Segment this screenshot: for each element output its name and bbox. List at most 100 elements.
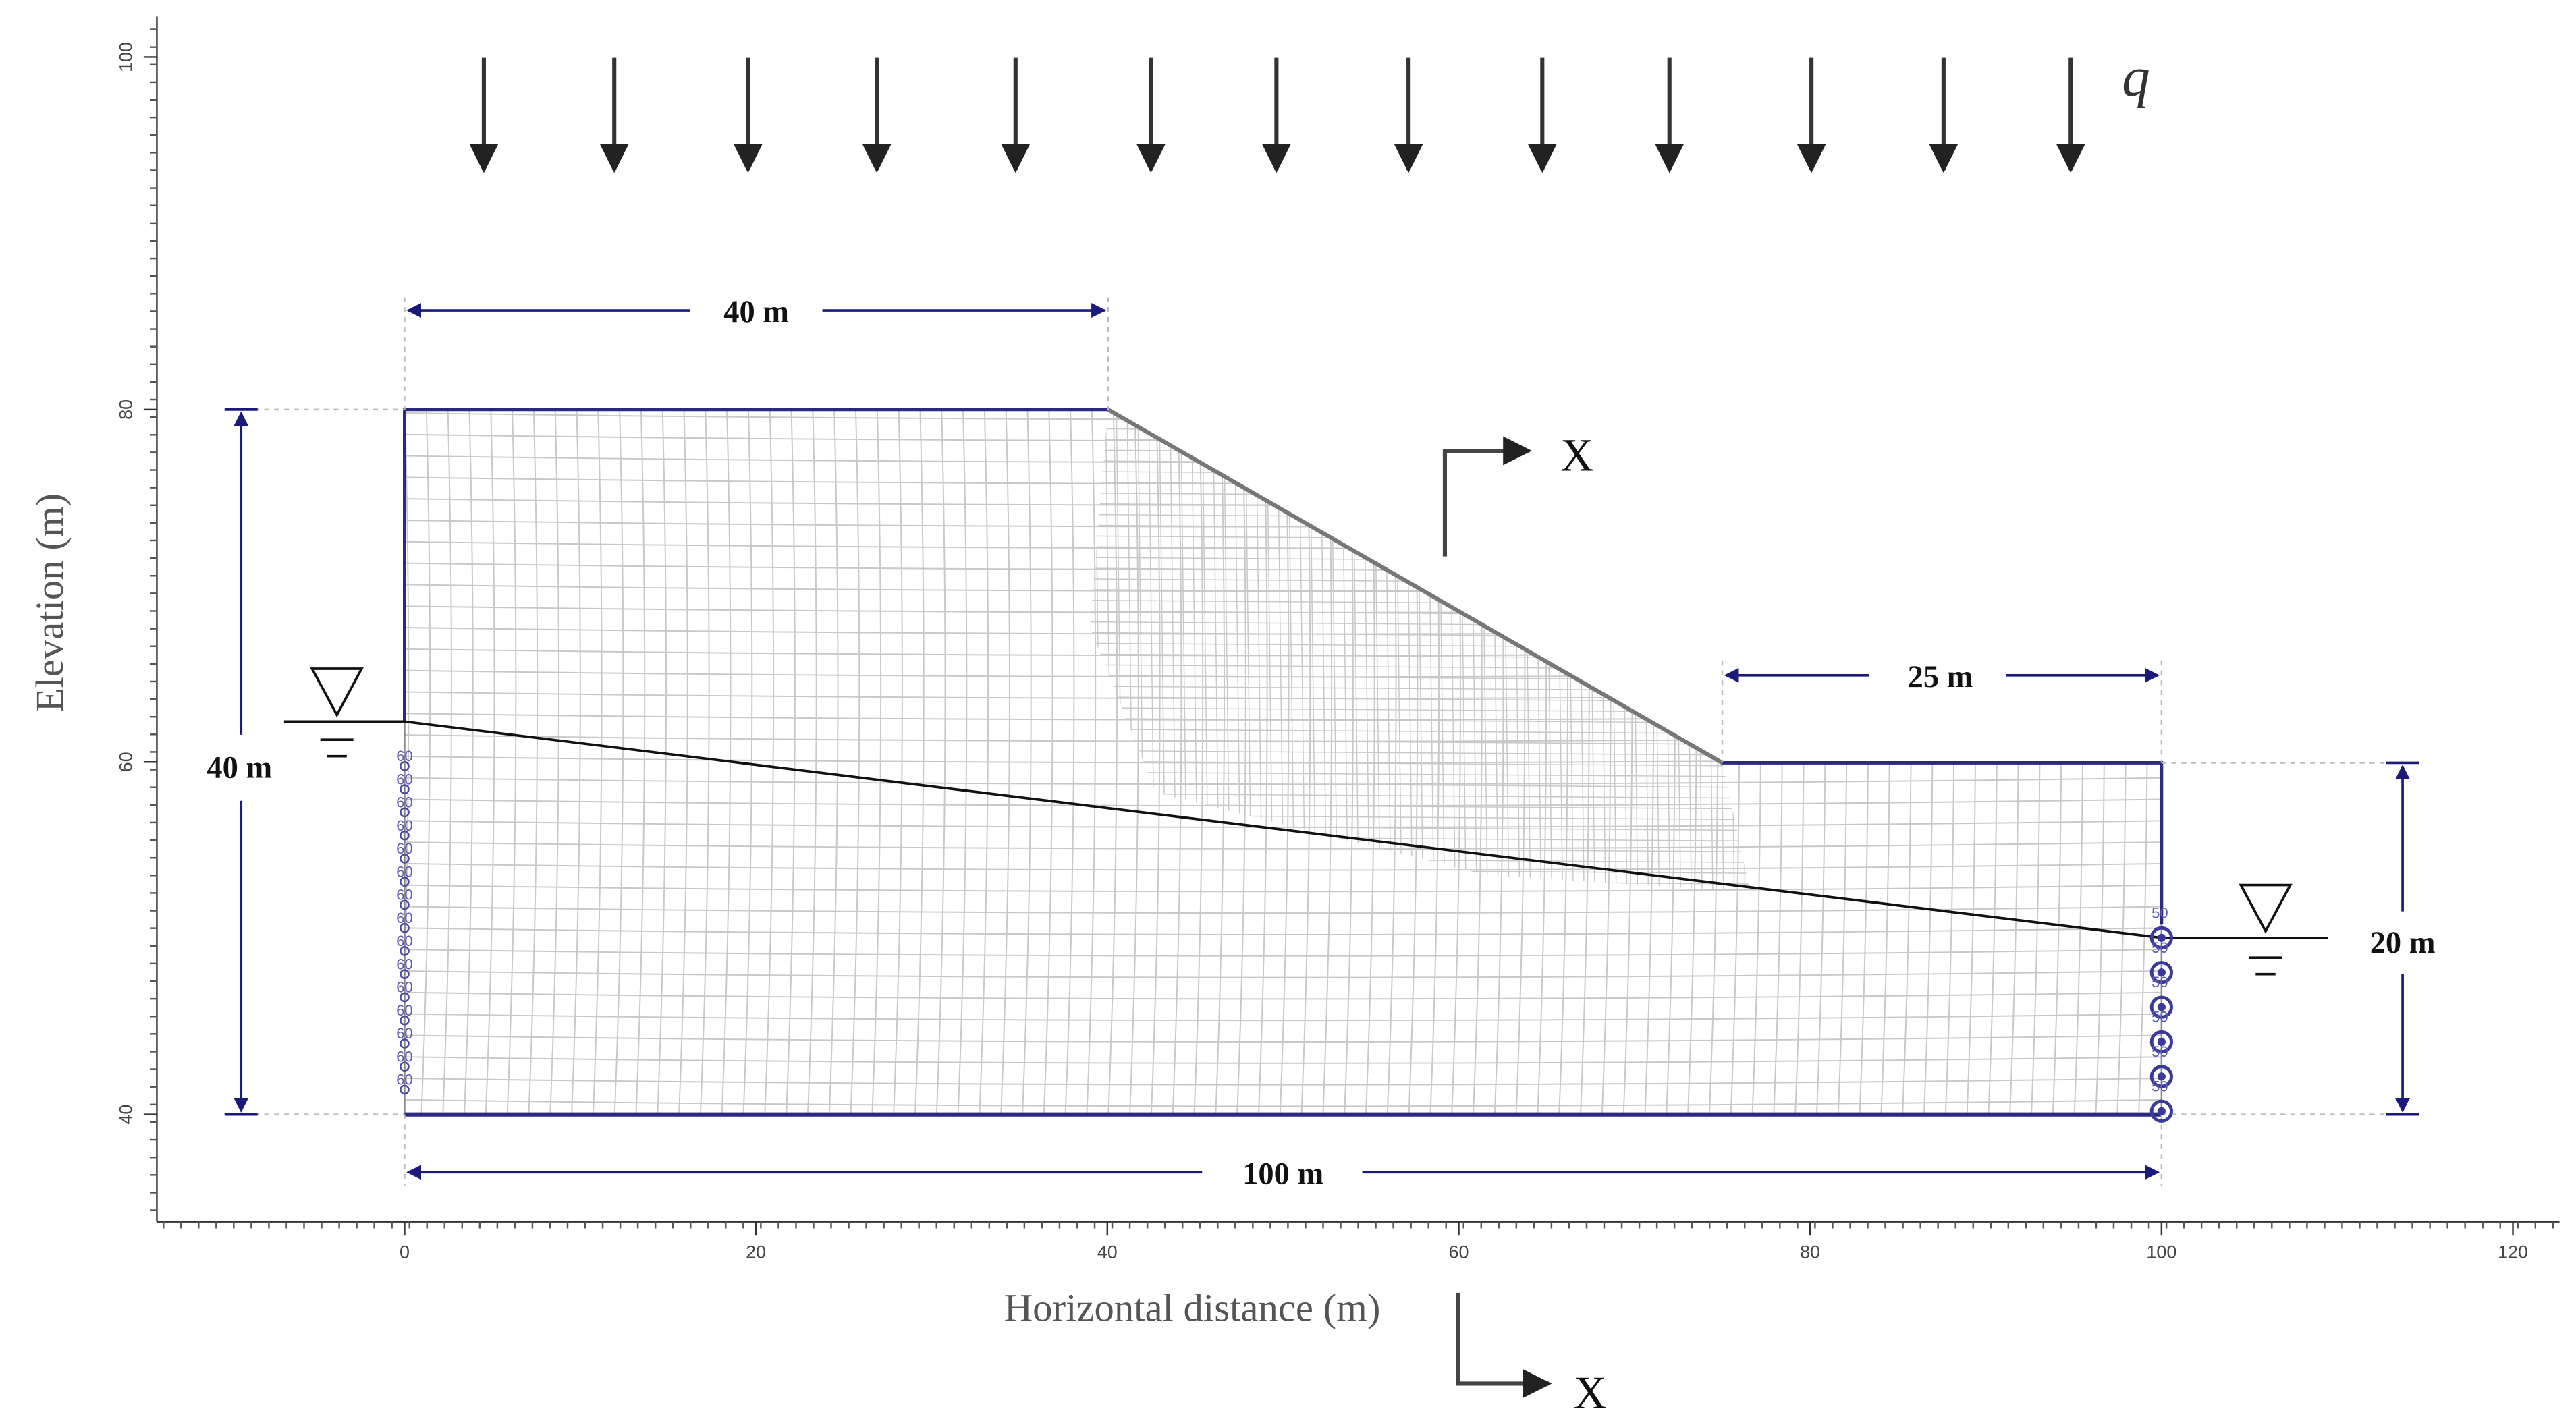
boundary-node	[400, 969, 410, 979]
mesh-line	[1089, 567, 1751, 574]
mesh-line	[1493, 409, 1504, 1115]
mesh-line	[1089, 728, 1751, 735]
mesh-line	[1169, 409, 1178, 892]
dimension-label: 100 m	[1242, 1157, 1323, 1191]
mesh-line	[1470, 409, 1478, 892]
mesh-line	[1089, 492, 1751, 499]
mesh-line	[828, 409, 839, 1115]
mesh-line	[1987, 409, 1998, 1115]
mesh-line	[2030, 409, 2041, 1115]
mesh-line	[1089, 557, 1751, 563]
mesh-line	[1255, 409, 1263, 892]
mesh-line	[1601, 409, 1612, 1115]
phreatic-line	[283, 720, 2328, 939]
boundary-label: 50	[2152, 1009, 2168, 1026]
boundary-label: 60	[396, 1002, 413, 1019]
y-tick-label: 60	[116, 752, 136, 772]
mesh-line	[404, 991, 2162, 1000]
dimension-label: 20 m	[2370, 926, 2436, 960]
mesh-line	[404, 841, 2162, 850]
slope-face	[1107, 408, 1724, 765]
mesh	[404, 409, 2162, 1115]
boundary-node	[400, 877, 410, 887]
boundary-node	[400, 854, 410, 864]
mesh-line	[1641, 409, 1649, 892]
section-mark: X	[1560, 429, 1593, 480]
boundary-label: 60	[396, 979, 413, 996]
boundary-node	[400, 899, 410, 910]
boundary-node	[2157, 968, 2166, 977]
mesh-line	[485, 409, 495, 1115]
axes: 0 20 40 60 80 100 120 40 60 80 100	[116, 28, 2554, 1263]
boundary-label: 60	[396, 863, 413, 880]
mesh-line	[404, 798, 2162, 807]
mesh-line	[1749, 409, 1751, 892]
boundary-conditions: 60 60 60 60 60 60 60 60 60 60 60 60 60 60 60 50 50 50 50 50…	[396, 748, 2173, 1123]
mesh-line	[1427, 409, 1435, 892]
boundary-label: 60	[396, 817, 413, 834]
mesh-line	[404, 605, 2162, 613]
boundary-label: 60	[396, 748, 413, 765]
mesh-line	[2095, 409, 2106, 1115]
mesh-line	[1665, 409, 1676, 1115]
boundary-node	[400, 807, 410, 818]
mesh-line	[1212, 409, 1220, 892]
mesh-line	[1089, 546, 1751, 553]
mesh-line	[1663, 409, 1671, 892]
mesh-line	[404, 820, 2162, 828]
mesh-line	[1089, 449, 1751, 455]
boundary-node	[400, 1084, 410, 1095]
mesh-line	[404, 476, 2162, 484]
mesh-line	[1089, 599, 1751, 606]
boundary-label: 60	[396, 887, 413, 904]
mesh-coarse	[404, 409, 2162, 1115]
mesh-line	[463, 409, 474, 1115]
mesh-line	[404, 948, 2162, 957]
boundary-node	[2157, 1037, 2166, 1047]
mesh-line	[1598, 409, 1607, 892]
x-tick-label: 80	[1800, 1242, 1820, 1263]
mesh-line	[1738, 409, 1746, 892]
section-arrow	[1442, 436, 1533, 557]
mesh-line	[1859, 409, 1869, 1115]
mesh-line	[404, 519, 2162, 528]
mesh-line	[914, 409, 925, 1115]
mesh-line	[1429, 409, 1440, 1115]
mesh-line	[1089, 417, 1751, 424]
mesh-line	[806, 409, 817, 1115]
mesh-line	[1609, 409, 1618, 892]
y-tick-label: 80	[116, 399, 136, 420]
mesh-line	[1236, 409, 1246, 1115]
boundary-node	[2149, 1099, 2173, 1123]
mesh-line	[892, 409, 903, 1115]
extension-lines	[224, 297, 2419, 1186]
mesh-line	[1772, 409, 1784, 1115]
mesh-line	[404, 906, 2162, 914]
mesh-line	[1386, 409, 1397, 1115]
mesh-line	[1128, 409, 1139, 1115]
boundary-node	[2157, 1107, 2166, 1115]
boundary-node	[2149, 995, 2173, 1019]
mesh-line	[570, 409, 581, 1115]
mesh-line	[1105, 409, 1113, 892]
boundary-node	[2157, 1003, 2166, 1011]
mesh-line	[1089, 760, 1751, 767]
boundary-label: 50	[2152, 1078, 2168, 1094]
mesh-line	[404, 1056, 2162, 1064]
mesh-line	[2052, 409, 2062, 1115]
mesh-line	[850, 409, 860, 1115]
surcharge-arrows	[469, 57, 2085, 173]
y-tick-label: 40	[116, 1105, 136, 1125]
boundary-label: 60	[396, 910, 413, 926]
mesh-line	[404, 884, 2162, 893]
mesh-line	[957, 409, 968, 1115]
dimension-label: 25 m	[1908, 660, 1973, 694]
mesh-line	[404, 1077, 2162, 1086]
mesh-line	[1089, 792, 1751, 799]
mesh-line	[404, 1013, 2162, 1022]
mesh-line	[1644, 409, 1655, 1115]
boundary-label: 60	[396, 1025, 413, 1042]
x-tick-label: 40	[1097, 1242, 1118, 1263]
mesh-line	[1193, 409, 1204, 1115]
